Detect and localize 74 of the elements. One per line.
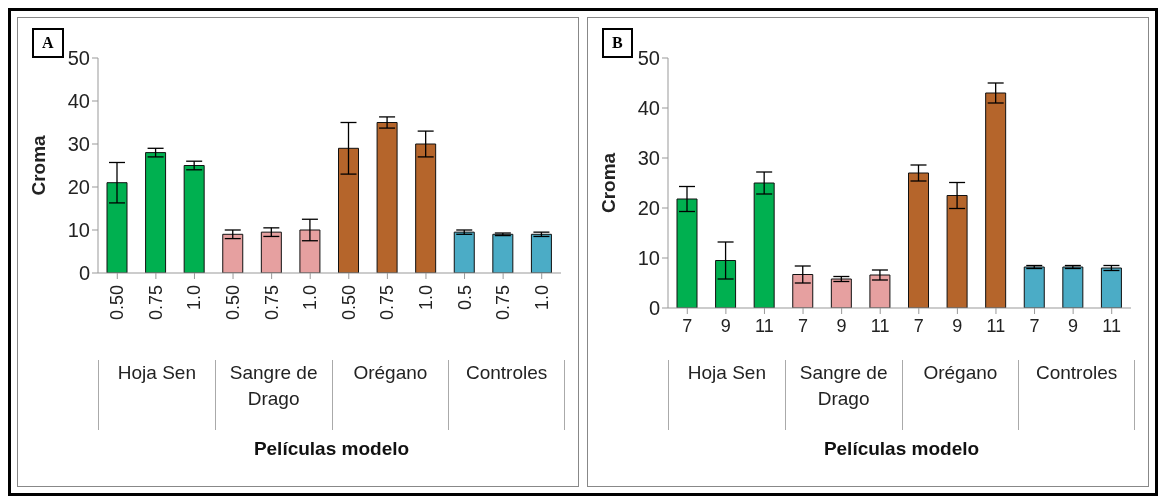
x-tick-label: 1.0 — [300, 285, 321, 311]
bar — [908, 172, 929, 308]
y-tick-label: 20 — [67, 176, 90, 199]
x-tick-label: 11 — [870, 316, 890, 336]
x-tick-label: 0.75 — [493, 285, 514, 321]
bar — [830, 278, 852, 308]
x-tick-label: 0.75 — [145, 285, 166, 321]
text: Sangre de Drago — [214, 360, 332, 430]
bar — [376, 122, 398, 273]
bar — [1062, 266, 1084, 308]
x-tick-label: 0.50 — [338, 285, 359, 321]
bar — [676, 198, 698, 308]
text: Hoja Sen — [668, 360, 785, 430]
bar — [183, 165, 205, 273]
bar — [299, 229, 321, 273]
x-tick-label: 7 — [682, 316, 693, 336]
x-tick-label: 7 — [1029, 316, 1040, 336]
y-tick-label: 40 — [67, 90, 90, 113]
bar — [792, 274, 814, 308]
bar — [492, 233, 514, 273]
y-tick-label: 50 — [637, 47, 660, 70]
x-tick-label: 0.75 — [377, 285, 398, 321]
x-tick-label: 7 — [913, 316, 924, 336]
bar — [869, 274, 891, 308]
y-axis-title: Croma — [27, 134, 49, 196]
x-tick-label: 1.0 — [531, 285, 552, 311]
text: Controles — [448, 360, 565, 430]
x-tick-label: 9 — [1068, 316, 1079, 336]
x-tick-label: 11 — [755, 316, 774, 336]
bar — [946, 195, 968, 308]
bar — [453, 231, 475, 273]
y-tick-label: 20 — [637, 197, 660, 220]
bar — [1023, 266, 1045, 308]
x-tick-label: 1.0 — [184, 285, 205, 311]
y-tick-label: 50 — [67, 47, 90, 70]
text: Hoja Sen — [98, 360, 215, 430]
bar — [415, 143, 437, 273]
bar — [715, 260, 737, 308]
bar — [985, 92, 1007, 308]
y-tick-label: 30 — [67, 133, 90, 156]
y-tick-label: 10 — [637, 247, 660, 270]
x-tick-label: 11 — [1102, 316, 1122, 336]
x-tick-label: 0.75 — [261, 285, 282, 321]
text: Orégano — [901, 360, 1019, 430]
bar — [753, 182, 775, 308]
bar — [106, 182, 128, 273]
x-tick-label: 0.50 — [223, 285, 244, 321]
x-tick-label: 11 — [986, 316, 1006, 336]
x-tick-label: 0.50 — [107, 285, 128, 321]
text: Controles — [1018, 360, 1135, 430]
text: Orégano — [331, 360, 449, 430]
text: Sangre de Drago — [784, 360, 902, 430]
y-tick-label: 40 — [637, 97, 660, 120]
bar — [145, 152, 167, 273]
y-tick-label: 10 — [67, 219, 90, 242]
x-tick-label: 9 — [952, 316, 963, 336]
x-tick-label: 7 — [798, 316, 809, 336]
bar — [530, 233, 552, 273]
x-tick-label: 9 — [836, 316, 847, 336]
x-tick-label: 0.5 — [454, 285, 475, 311]
y-tick-label: 0 — [648, 297, 660, 320]
y-tick-label: 0 — [78, 262, 90, 285]
x-tick-label: 1.0 — [415, 285, 436, 311]
chart-title: B — [602, 28, 633, 58]
y-axis-title: Croma — [597, 152, 619, 214]
bar — [222, 233, 244, 273]
bar — [1100, 267, 1122, 308]
x-axis-title: Películas modelo — [252, 438, 411, 460]
y-tick-label: 30 — [637, 147, 660, 170]
bar — [338, 147, 359, 273]
x-tick-label: 9 — [720, 316, 731, 336]
x-axis-title: Películas modelo — [822, 438, 981, 460]
bar — [260, 231, 282, 273]
chart-title: A — [32, 28, 64, 58]
